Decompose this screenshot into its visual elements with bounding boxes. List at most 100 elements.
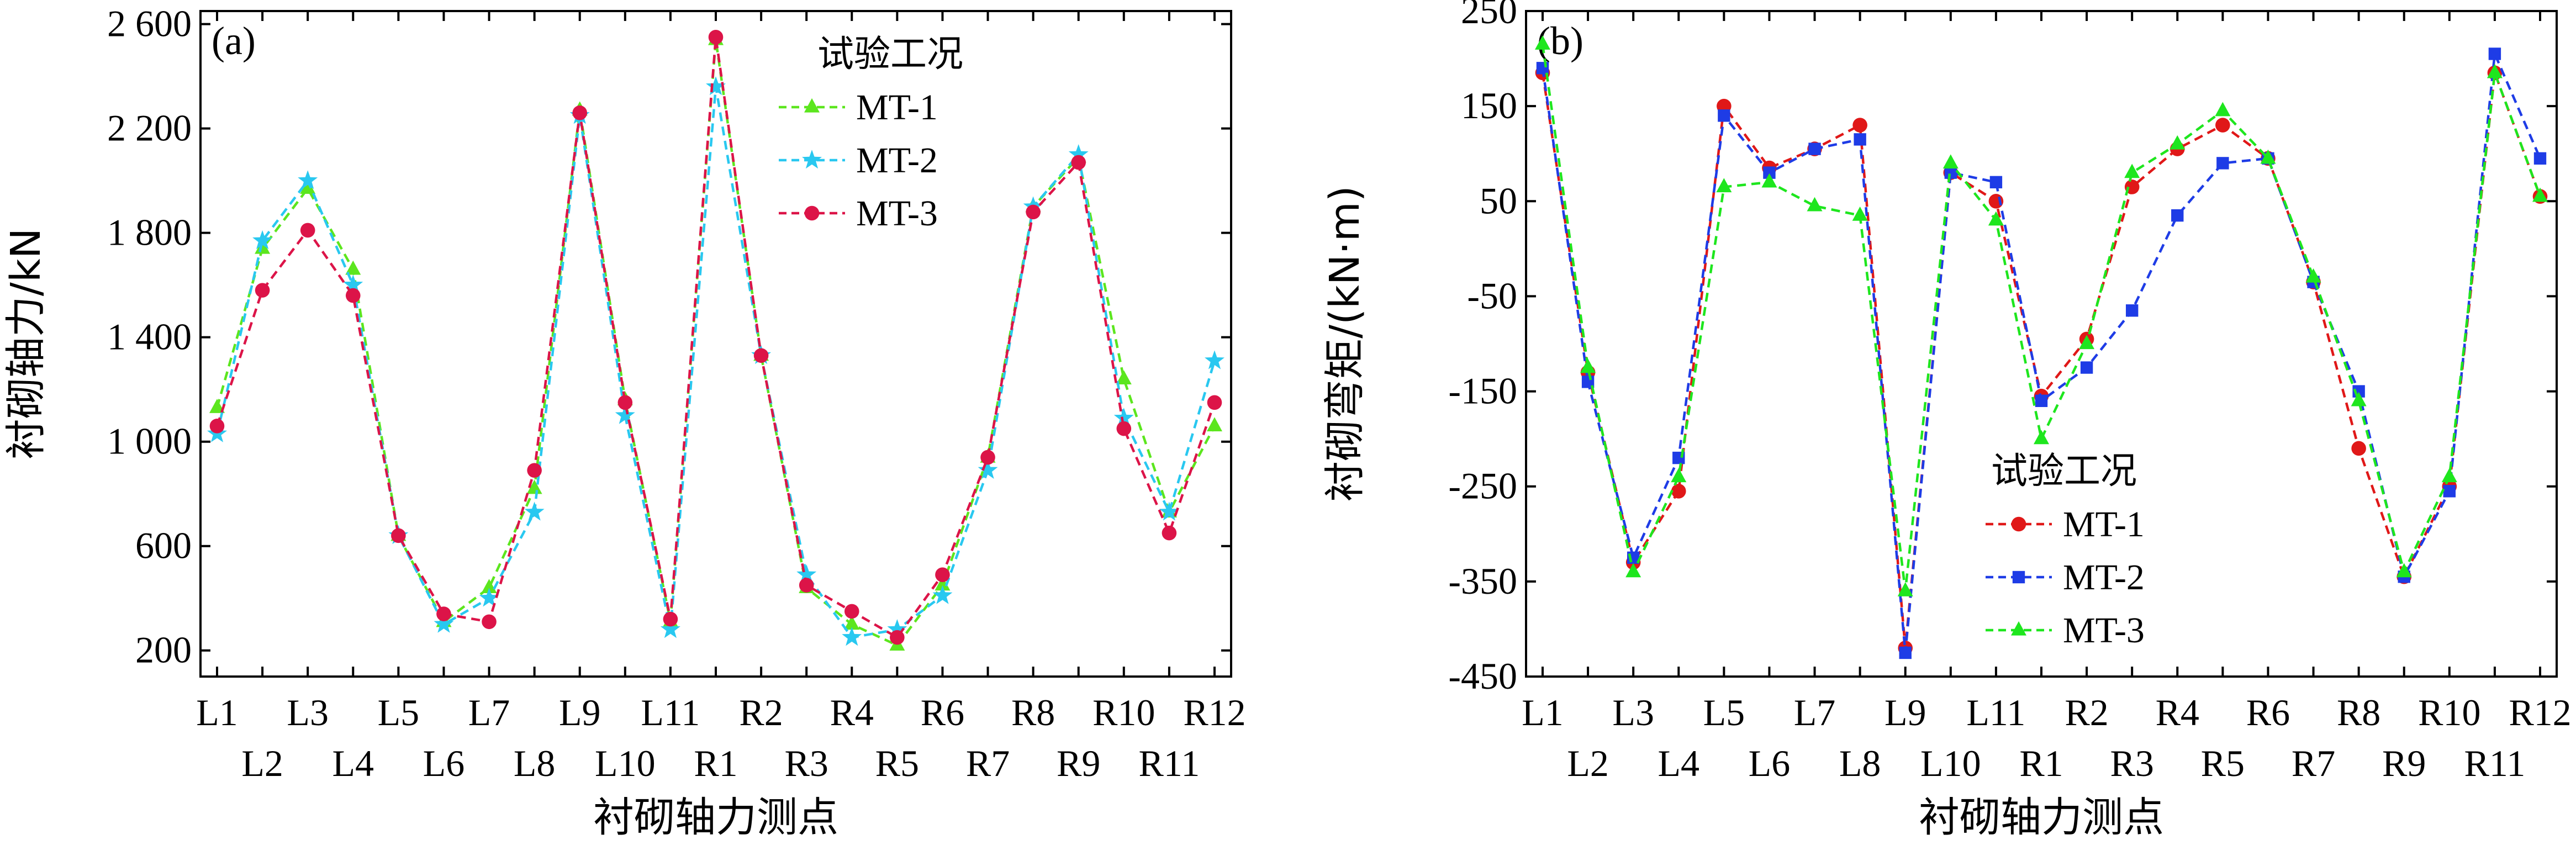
x-tick-label: R10 xyxy=(1092,691,1155,733)
data-point xyxy=(842,627,862,646)
x-tick-label: R6 xyxy=(921,691,964,733)
series-line xyxy=(215,39,1216,647)
data-point xyxy=(1718,109,1730,122)
legend: 试验工况 MT-1 MT-2 MT-3 xyxy=(1986,450,2145,651)
x-tick-label: R5 xyxy=(2201,742,2245,784)
legend-marker xyxy=(804,98,820,113)
x-tick-label: R7 xyxy=(2292,742,2335,784)
data-point xyxy=(1580,358,1596,373)
data-point xyxy=(1989,176,2003,189)
data-point xyxy=(345,288,361,303)
data-point xyxy=(300,179,316,194)
data-point xyxy=(1536,62,1549,75)
data-point xyxy=(481,579,497,593)
data-point xyxy=(978,460,998,479)
legend-title: 试验工况 xyxy=(817,33,963,75)
data-point xyxy=(1068,144,1089,163)
data-point xyxy=(1207,395,1222,410)
data-point xyxy=(1808,142,1821,155)
x-tick-label: L1 xyxy=(196,691,238,733)
x-tick-label: L8 xyxy=(514,742,556,784)
legend-label: MT-3 xyxy=(856,193,938,234)
x-axis-title: 衬砌轴力测点 xyxy=(593,794,838,841)
y-tick-label: 250 xyxy=(1461,0,1517,31)
data-point xyxy=(887,619,907,638)
y-tick-label: 150 xyxy=(1461,84,1517,126)
x-tick-label: R6 xyxy=(2246,691,2290,733)
data-point xyxy=(572,105,588,120)
data-point xyxy=(434,614,454,633)
data-point xyxy=(209,419,225,434)
legend-label: MT-3 xyxy=(2063,610,2145,651)
legend-label: MT-1 xyxy=(856,87,938,128)
data-point xyxy=(2396,563,2412,578)
legend-label: MT-2 xyxy=(2063,557,2145,598)
y-axis-title: 衬砌轴力/kN xyxy=(2,228,50,460)
data-point xyxy=(660,619,680,638)
y-tick-label: 1 000 xyxy=(107,420,192,462)
data-point xyxy=(436,606,451,621)
y-tick-label: -150 xyxy=(1448,370,1517,412)
data-point xyxy=(1852,118,1867,133)
x-tick-label: L10 xyxy=(1920,742,1981,784)
data-point xyxy=(1899,646,1912,659)
x-tick-label: R2 xyxy=(739,691,783,733)
x-tick-label: L6 xyxy=(423,742,465,784)
data-point xyxy=(663,611,678,627)
x-tick-label: L8 xyxy=(1839,742,1881,784)
x-tick-label: L9 xyxy=(1885,691,1926,733)
data-point xyxy=(1763,166,1776,179)
y-tick-label: 50 xyxy=(1480,179,1517,221)
data-point xyxy=(935,567,950,583)
data-point xyxy=(2533,152,2547,165)
legend-label: MT-2 xyxy=(856,140,938,181)
data-point xyxy=(1761,173,1777,188)
x-tick-label: L2 xyxy=(1567,742,1609,784)
x-tick-label: R12 xyxy=(2509,691,2571,733)
x-tick-label: R4 xyxy=(2156,691,2199,733)
data-point xyxy=(1671,484,1686,499)
data-point xyxy=(345,260,361,275)
data-point xyxy=(2124,163,2140,178)
x-tick-label: R1 xyxy=(2019,742,2063,784)
data-point xyxy=(2125,304,2139,317)
data-point xyxy=(526,479,542,494)
y-tick-label: 2 200 xyxy=(107,107,192,149)
x-tick-label: L11 xyxy=(1966,691,2025,733)
data-point xyxy=(1671,468,1687,483)
data-point xyxy=(479,588,499,607)
data-point xyxy=(2216,157,2229,170)
data-point xyxy=(1716,178,1732,193)
x-tick-label: R9 xyxy=(1057,742,1100,784)
data-point xyxy=(1205,350,1224,369)
x-tick-label: L5 xyxy=(1703,691,1745,733)
plot-frame xyxy=(199,10,1232,678)
data-point xyxy=(527,463,542,478)
legend: 试验工况 MT-1 MT-2 MT-3 xyxy=(779,33,963,234)
x-tick-label: L7 xyxy=(1794,691,1836,733)
data-point xyxy=(252,230,273,250)
x-tick-label: R2 xyxy=(2065,691,2108,733)
data-point xyxy=(298,170,318,189)
legend-marker xyxy=(2012,571,2025,584)
x-tick-label: R3 xyxy=(785,742,828,784)
data-point xyxy=(1852,207,1868,221)
x-tick-label: L2 xyxy=(241,742,283,784)
data-point xyxy=(617,395,633,410)
data-point xyxy=(1535,35,1550,50)
x-tick-label: L9 xyxy=(559,691,601,733)
legend-title: 试验工况 xyxy=(1991,450,2137,492)
y-tick-label: -250 xyxy=(1448,465,1517,507)
data-point xyxy=(343,274,363,294)
data-point xyxy=(753,348,769,363)
data-point xyxy=(2169,135,2186,150)
data-point xyxy=(209,399,225,413)
x-tick-label: L3 xyxy=(287,691,329,733)
data-point xyxy=(2080,361,2093,374)
data-point xyxy=(255,239,271,254)
data-point xyxy=(935,576,951,591)
data-point xyxy=(255,283,270,298)
data-point xyxy=(2035,394,2048,407)
